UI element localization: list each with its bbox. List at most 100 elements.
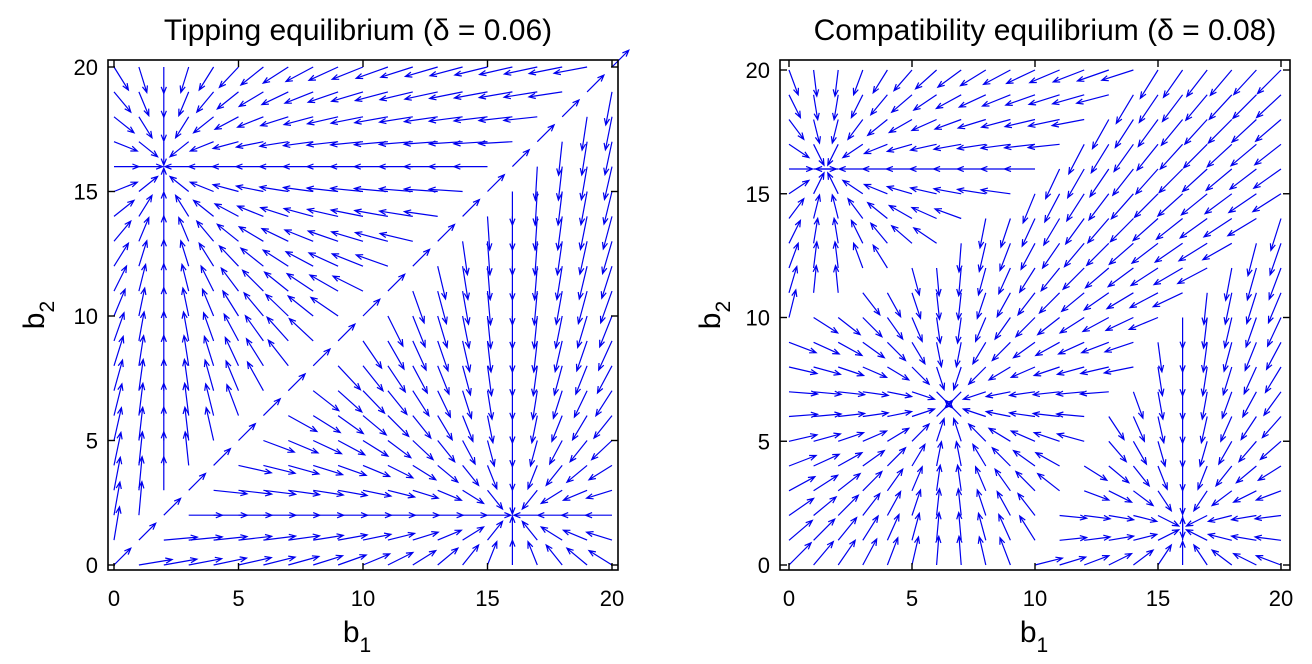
quiver-arrow [1021,218,1036,248]
quiver-arrow [1083,465,1109,482]
quiver-arrow [813,119,821,145]
quiver-arrow [598,340,613,372]
quiver-arrow [305,116,339,126]
quiver-arrow [886,513,900,541]
quiver-arrow [599,290,613,325]
quiver-arrow [1192,490,1208,513]
quiver-arrow [587,549,613,566]
quiver-arrow [1157,342,1165,374]
quiver-arrow [1090,143,1110,175]
quiver-arrow [967,422,987,442]
quiver-arrow [487,173,506,192]
quiver-arrow [1133,532,1159,541]
quiver-arrow [387,512,417,519]
quiver-arrow [188,141,214,152]
arrows-left [113,49,630,566]
quiver-arrow [113,264,128,292]
quiver-arrow [192,199,214,217]
quiver-arrow [827,171,839,195]
quiver-arrow [788,411,820,418]
quiver-arrow [576,315,588,349]
quiver-arrow [530,390,538,421]
quiver-arrow [288,415,319,433]
quiver-arrow [987,427,1011,442]
quiver-arrow [1060,292,1085,313]
quiver-arrow [238,422,257,441]
quiver-arrow [281,185,314,193]
quiver-arrow [260,91,289,106]
quiver-arrow [285,272,314,292]
quiver-arrow [260,227,289,242]
quiver-arrow [527,66,563,76]
y-tick-label: 5 [758,429,770,454]
x-tick-label: 5 [232,586,244,611]
quiver-arrow [1179,515,1186,540]
quiver-arrow [788,241,799,269]
quiver-arrow [427,116,463,124]
quiver-arrow [283,91,314,104]
quiver-arrow [113,334,125,366]
quiver-arrow [403,91,438,101]
quiver-arrow [387,415,410,438]
quiver-arrow [1108,552,1134,566]
quiver-arrow [113,358,124,391]
quiver-arrow [1157,168,1184,194]
quiver-arrow [283,229,314,242]
quiver-arrow [1157,514,1181,527]
quiver-arrow [486,465,498,491]
quiver-arrow [852,69,864,97]
quiver-arrow [1081,316,1110,333]
quiver-arrow [261,66,289,84]
quiver-arrow [866,201,888,219]
quiver-arrow [179,66,190,94]
quiver-arrow [596,365,613,395]
quiver-arrow [1192,543,1208,566]
quiver-arrow [353,91,389,102]
quiver-arrow [841,179,864,195]
quiver-arrow [437,512,465,519]
quiver-arrow [362,464,392,478]
quiver-arrow [531,340,538,374]
quiver-arrow [592,415,613,440]
quiver-arrow [329,185,364,193]
quiver-arrow [1027,94,1060,106]
quiver-arrow [1083,490,1111,501]
quiver-arrow [813,517,836,541]
quiver-arrow [264,293,289,317]
quiver-arrow [1223,267,1233,302]
quiver-arrow [1105,292,1134,310]
quiver-arrow [957,94,987,108]
quiver-arrow [552,390,563,420]
quiver-arrow [437,223,456,242]
quiver-arrow [569,440,588,463]
quiver-arrow [237,91,264,108]
quiver-arrow [527,465,538,491]
quiver-arrow [1162,69,1184,99]
quiver-arrow [1198,441,1208,468]
quiver-arrow [188,534,224,541]
quiver-arrow [113,547,132,566]
quiver-arrow [387,440,413,459]
quiver-arrow [1027,118,1060,128]
quiver-arrow [602,166,613,201]
y-tick-label: 5 [86,429,98,454]
quiver-arrow [583,512,612,519]
quiver-arrow [813,341,841,355]
quiver-arrow [305,207,339,217]
quiver-arrow [788,143,811,159]
quiver-arrow [160,141,167,167]
quiver-arrow [1157,416,1166,445]
quiver-arrow [1134,168,1159,196]
quiver-arrow [138,405,146,441]
quiver-arrow [477,140,513,147]
quiver-arrow [1254,119,1282,143]
quiver-arrow [579,141,588,177]
quiver-arrow [262,397,282,417]
quiver-arrow [202,311,215,342]
quiver-arrow [1066,168,1085,200]
x-tick-label: 20 [600,586,624,611]
quiver-arrow [1199,416,1208,445]
quiver-arrow [788,69,799,97]
quiver-arrow [160,166,167,192]
quiver-arrow [1036,317,1060,336]
